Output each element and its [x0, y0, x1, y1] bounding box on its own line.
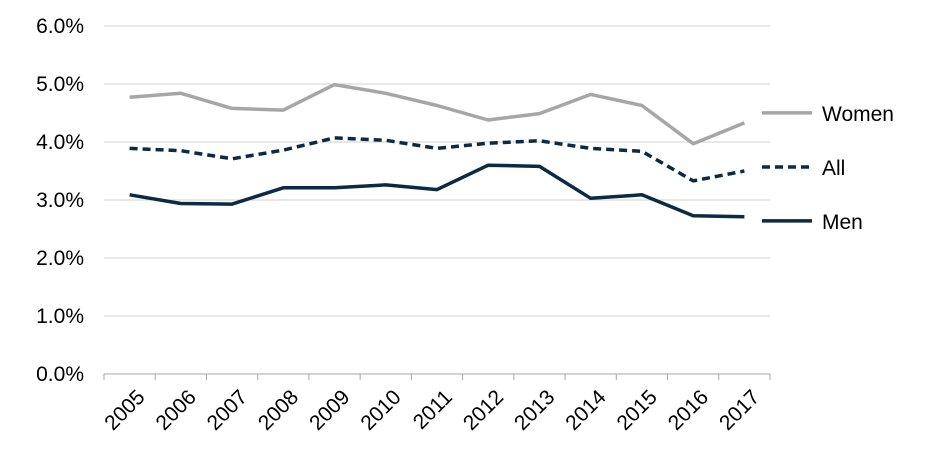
y-tick-label: 4.0%: [36, 131, 84, 154]
x-tick-label: 2014: [561, 385, 611, 435]
x-tick-label: 2012: [459, 386, 508, 435]
x-tick-label: 2009: [305, 386, 354, 435]
series-lines: [129, 82, 746, 219]
series-line-all: [129, 136, 745, 183]
legend-label-women: Women: [822, 103, 894, 126]
y-tick-label: 6.0%: [36, 15, 84, 38]
series-line-women: [129, 82, 746, 146]
x-tick-label: 2005: [100, 386, 149, 435]
y-tick-label: 5.0%: [36, 73, 84, 96]
legend-label-all: All: [822, 157, 845, 180]
y-tick-label: 0.0%: [36, 363, 84, 386]
series-line-men: [129, 163, 745, 219]
gridlines: [104, 25, 770, 317]
x-tick-label: 2006: [151, 386, 200, 435]
y-tick-label: 1.0%: [36, 305, 84, 328]
x-tick-label: 2016: [664, 386, 713, 435]
axes: 0.0% 1.0% 2.0% 3.0% 4.0% 5.0% 6.0% 2005 2006 2007…: [36, 15, 771, 435]
x-tick-label: 2010: [356, 386, 405, 435]
x-tick-label: 2007: [203, 386, 252, 435]
legend-label-men: Men: [822, 211, 863, 234]
x-tick-label: 2008: [254, 386, 303, 435]
legend: Women All Men: [762, 103, 894, 234]
x-tick-label: 2013: [510, 386, 559, 435]
x-tick-label: 2015: [613, 386, 662, 435]
x-tick-label: 2017: [715, 386, 764, 435]
x-tick-label: 2011: [409, 386, 457, 434]
y-tick-label: 2.0%: [36, 247, 84, 270]
y-tick-label: 3.0%: [36, 189, 84, 212]
